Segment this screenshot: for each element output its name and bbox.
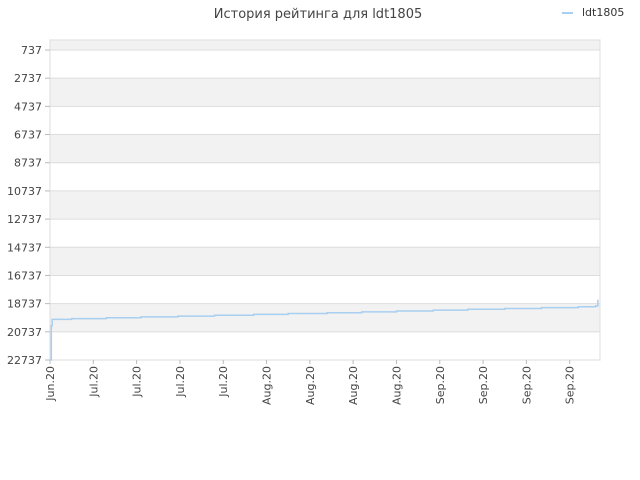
x-tick-label: Sep.20 bbox=[564, 366, 577, 404]
background-bands bbox=[50, 40, 600, 332]
background-band bbox=[50, 134, 600, 163]
x-tick-label: Jul.20 bbox=[174, 366, 187, 398]
plot-border bbox=[49, 39, 601, 361]
y-tick-label: 8737 bbox=[14, 157, 42, 170]
y-axis-ticks: 737 2737 4737 6737 8737 10737 12737 14737 16737 1… bbox=[7, 44, 50, 367]
y-tick-label: 20737 bbox=[7, 326, 42, 339]
legend-label-ldt1805: ldt1805 bbox=[582, 6, 624, 19]
y-tick-label: 10737 bbox=[7, 185, 42, 198]
x-tick-label: Sep.20 bbox=[520, 366, 533, 404]
x-tick-label: Aug.20 bbox=[261, 366, 274, 405]
background-band bbox=[50, 247, 600, 276]
x-tick-label: Jun.20 bbox=[44, 366, 57, 402]
chart-title: История рейтинга для ldt1805 bbox=[214, 7, 423, 22]
y-tick-label: 18737 bbox=[7, 298, 42, 311]
y-tick-label: 6737 bbox=[14, 129, 42, 142]
y-tick-label: 737 bbox=[21, 44, 42, 57]
x-tick-label: Jul.20 bbox=[131, 366, 144, 398]
y-tick-label: 12737 bbox=[7, 213, 42, 226]
y-tick-label: 14737 bbox=[7, 241, 42, 254]
x-tick-label: Aug.20 bbox=[390, 366, 403, 405]
x-tick-label: Sep.20 bbox=[434, 366, 447, 404]
y-tick-label: 16737 bbox=[7, 269, 42, 282]
grid-lines bbox=[50, 49, 600, 361]
x-tick-label: Jul.20 bbox=[87, 366, 100, 398]
background-band bbox=[50, 78, 600, 107]
y-tick-label: 2737 bbox=[14, 72, 42, 85]
x-tick-label: Aug.20 bbox=[304, 366, 317, 405]
y-tick-label: 4737 bbox=[14, 100, 42, 113]
background-band bbox=[50, 190, 600, 220]
x-tick-label: Jul.20 bbox=[217, 366, 230, 398]
series-line-ldt1805 bbox=[50, 299, 599, 361]
x-tick-label: Aug.20 bbox=[347, 366, 360, 405]
background-band bbox=[50, 40, 600, 50]
x-axis-ticks: Jun.20 Jul.20 Jul.20 Jul.20 Jul.20 Aug.20 Aug.… bbox=[44, 360, 577, 405]
y-tick-label: 22737 bbox=[7, 354, 42, 367]
x-tick-label: Sep.20 bbox=[477, 366, 490, 404]
